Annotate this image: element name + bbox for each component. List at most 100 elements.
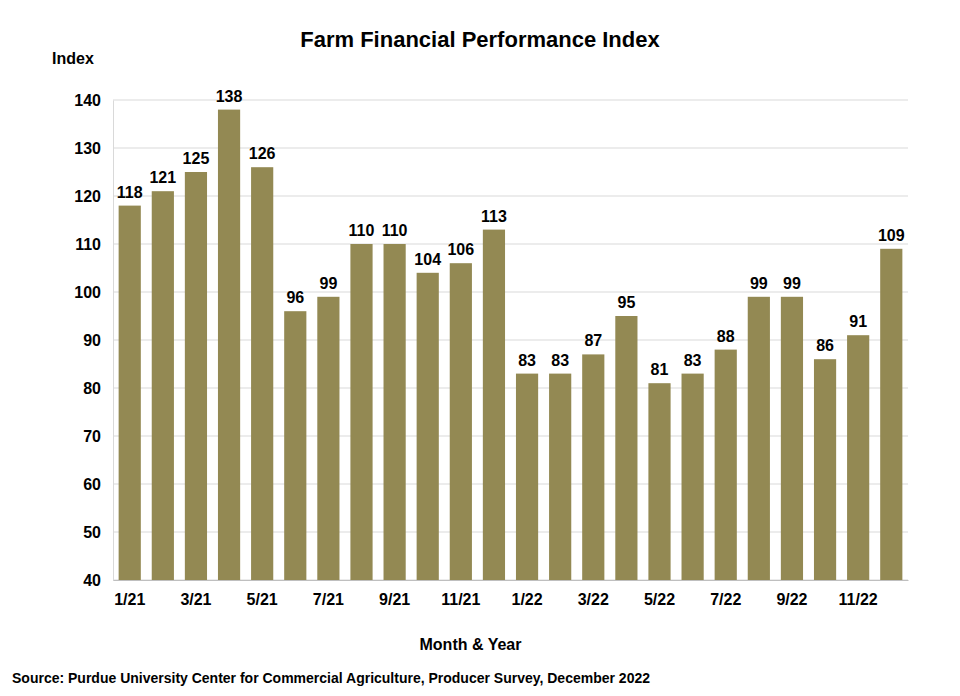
y-tick: 80	[83, 380, 113, 397]
x-tick-label: 11/21	[441, 591, 480, 608]
title: Farm Financial Performance Index	[300, 27, 660, 52]
bar	[715, 350, 737, 580]
y-tick-label: 110	[75, 236, 101, 253]
data-label: 126	[249, 145, 276, 162]
data-label: 113	[481, 208, 507, 225]
y-tick-label: 40	[83, 572, 101, 589]
x-tick: 1/21	[114, 580, 145, 608]
x-tick-label: 7/22	[710, 591, 741, 608]
y-tick: 140	[74, 92, 113, 109]
x-tick: 9/21	[379, 580, 410, 608]
x-tick-label: 9/21	[379, 591, 410, 608]
y-tick-label: 70	[83, 428, 101, 445]
bar	[582, 354, 604, 580]
data-label: 83	[684, 352, 702, 369]
bar	[350, 244, 372, 580]
x-tick-label: 9/22	[776, 591, 807, 608]
y-axis-title: Index	[52, 50, 94, 67]
bar	[185, 172, 207, 580]
x-tick: 5/22	[644, 580, 675, 608]
x-tick: 5/21	[247, 580, 278, 608]
bar	[317, 297, 339, 580]
x-tick-label: 3/21	[180, 591, 211, 608]
x-tick: 3/22	[578, 580, 609, 608]
x-tick: 1/22	[511, 580, 542, 608]
background	[0, 0, 960, 696]
chart: 40 50 60 70 80 90 100 110 120 130 140 1/21 3/21 5/21 7…	[0, 0, 960, 696]
bar	[417, 273, 439, 580]
y-tick: 70	[83, 428, 113, 445]
bar	[814, 359, 836, 580]
source-note: Source: Purdue University Center for Com…	[12, 670, 650, 686]
x-tick-label: 5/21	[247, 591, 278, 608]
y-tick-label: 60	[83, 476, 101, 493]
x-tick: 7/21	[313, 580, 344, 608]
x-tick-label: 5/22	[644, 591, 675, 608]
bar	[880, 249, 902, 580]
bar	[781, 297, 803, 580]
data-label: 96	[286, 289, 304, 306]
bar	[748, 297, 770, 580]
data-label: 104	[414, 251, 441, 268]
bar	[251, 167, 273, 580]
y-tick-label: 80	[83, 380, 101, 397]
x-tick-label: 1/22	[511, 591, 542, 608]
bar	[516, 374, 538, 580]
bar	[682, 374, 704, 580]
y-tick: 100	[74, 284, 113, 301]
bar	[483, 230, 505, 580]
y-axis-line	[113, 101, 114, 581]
data-label: 106	[447, 241, 474, 258]
data-label: 81	[651, 361, 669, 378]
data-label: 87	[584, 332, 602, 349]
bar	[218, 110, 240, 580]
x-tick-label: 1/21	[114, 591, 145, 608]
bar	[152, 191, 174, 580]
y-tick: 90	[83, 332, 113, 349]
data-label: 99	[783, 275, 801, 292]
bar	[384, 244, 406, 580]
data-labels: 118 121 125 138 126 96 99 110 110 104 106 113 83 83 87…	[117, 88, 905, 379]
y-tick-label: 120	[74, 188, 101, 205]
x-tick: 7/22	[710, 580, 741, 608]
data-label: 109	[878, 227, 905, 244]
x-tick: 3/21	[180, 580, 211, 608]
data-label: 138	[216, 88, 243, 105]
bar	[847, 335, 869, 580]
x-tick-label: 3/22	[578, 591, 609, 608]
x-tick: 11/21	[441, 580, 480, 608]
x-tick-label: 11/22	[839, 591, 878, 608]
bar	[119, 206, 141, 580]
grid	[113, 100, 908, 580]
y-axis: 40 50 60 70 80 90 100 110 120 130 140	[74, 92, 113, 589]
x-axis-title: Month & Year	[420, 636, 522, 653]
data-label: 110	[349, 222, 375, 239]
data-label: 83	[518, 352, 536, 369]
y-tick: 50	[83, 524, 113, 541]
y-tick-label: 100	[74, 284, 101, 301]
y-tick-label: 90	[83, 332, 101, 349]
bar	[450, 263, 472, 580]
y-tick-label: 130	[74, 140, 101, 157]
data-label: 121	[149, 169, 176, 186]
data-label: 110	[382, 222, 408, 239]
bar	[284, 311, 306, 580]
bar	[615, 316, 637, 580]
data-label: 88	[717, 328, 735, 345]
y-tick: 120	[74, 188, 113, 205]
y-tick: 40	[83, 572, 113, 589]
y-tick-label: 50	[83, 524, 101, 541]
plot: 40 50 60 70 80 90 100 110 120 130 140 1/21 3/21 5/21 7…	[74, 88, 908, 609]
y-tick: 110	[75, 236, 113, 253]
data-label: 99	[319, 275, 337, 292]
bar	[549, 374, 571, 580]
data-label: 86	[816, 337, 834, 354]
bar	[648, 383, 670, 580]
bars	[119, 110, 903, 580]
data-label: 118	[117, 184, 143, 201]
y-tick: 60	[83, 476, 113, 493]
data-label: 91	[849, 313, 867, 330]
data-label: 125	[183, 150, 210, 167]
y-tick-label: 140	[74, 92, 101, 109]
y-tick: 130	[74, 140, 113, 157]
